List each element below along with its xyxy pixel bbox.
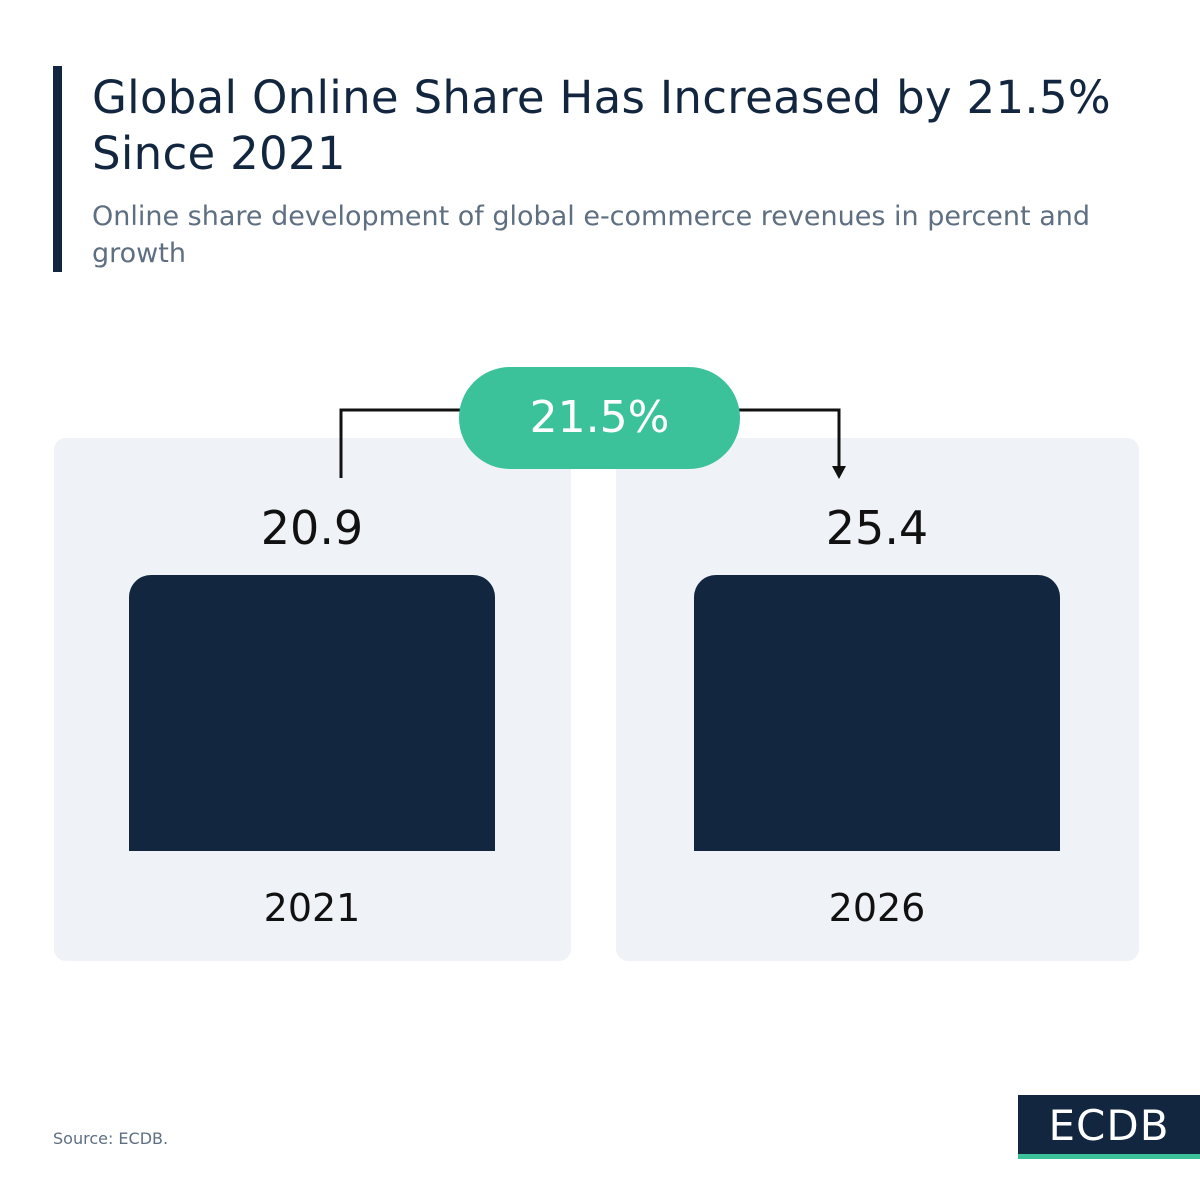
ecdb-logo: ECDB: [1018, 1095, 1200, 1159]
growth-badge: 21.5%: [459, 367, 740, 469]
chart-subtitle: Online share development of global e-com…: [92, 201, 1090, 269]
chart-title: Global Online Share Has Increased by 21.…: [92, 71, 1111, 180]
bar-2026: [694, 575, 1060, 851]
bar-panel-2026: 25.4 2026: [616, 438, 1139, 961]
category-label-2026: 2026: [828, 886, 926, 930]
source-note: Source: ECDB.: [53, 1129, 169, 1148]
category-label-2021: 2021: [263, 886, 361, 930]
value-label-2021: 20.9: [260, 501, 364, 555]
value-label-2026: 25.4: [825, 501, 929, 555]
title-accent-bar: [53, 66, 62, 272]
bar-2021: [129, 575, 495, 851]
bar-panel-2021: 20.9 2021: [54, 438, 571, 961]
